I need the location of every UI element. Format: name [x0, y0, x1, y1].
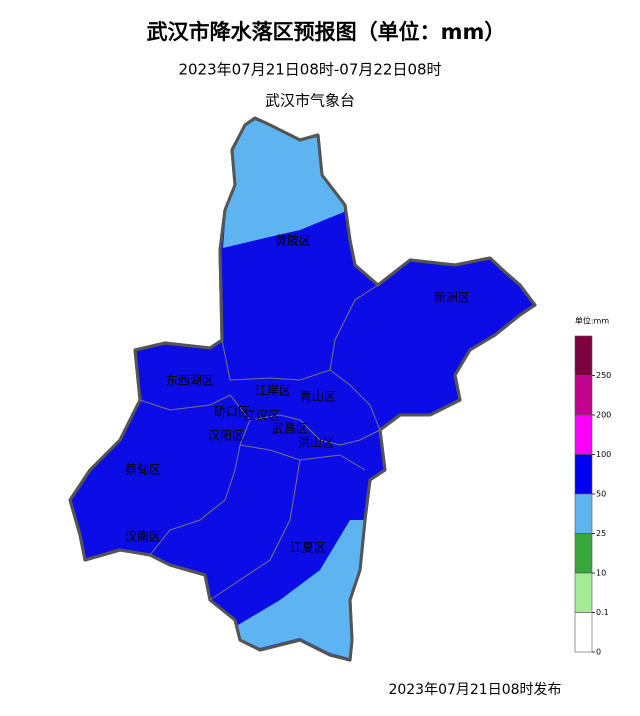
legend-swatch [574, 533, 593, 574]
legend-swatch [574, 454, 593, 495]
district-label: 青山区 [300, 390, 336, 404]
district-label: 洪山区 [298, 436, 334, 450]
legend-swatch [574, 493, 593, 534]
district-label: 蔡甸区 [125, 463, 161, 477]
district-label: 武昌区 [272, 422, 308, 436]
legend-tick-label: 0 [596, 648, 601, 657]
issuer: 武汉市气象台 [265, 92, 355, 110]
legend-tick-label: 200 [596, 411, 611, 420]
legend-tick-label: 10 [596, 569, 606, 578]
legend-tick-label: 50 [596, 490, 606, 499]
footer: 2023年07月21日08时发布 [388, 682, 561, 698]
district-label: 江岸区 [255, 384, 291, 398]
district-label: 东西湖区 [166, 373, 214, 388]
light-rain-southeast [238, 520, 364, 658]
legend-tick-label: 0.1 [596, 608, 609, 617]
district-label: 江夏区 [290, 541, 326, 555]
district-label: 汉阳区 [208, 429, 244, 443]
district-label: 硚口区 [214, 405, 250, 419]
map [68, 116, 537, 662]
district-label: 新洲区 [434, 290, 470, 305]
region-border [68, 116, 537, 662]
legend-swatch [574, 375, 593, 416]
legend-swatch [574, 612, 593, 653]
light-rain-north [223, 120, 344, 248]
district-label: 江汉区 [244, 409, 280, 423]
legend-swatch [574, 335, 593, 376]
district-label: 黄陂区 [275, 233, 311, 248]
district-borders [139, 284, 381, 601]
legend-swatch [574, 414, 593, 455]
district-label: 汉南区 [125, 529, 161, 544]
legend-unit: 单位:mm [575, 316, 609, 326]
period: 2023年07月21日08时-07月22日08时 [178, 61, 441, 79]
legend-tick-label: 250 [596, 371, 611, 380]
legend-tick-label: 25 [596, 529, 606, 538]
legend-tick-label: 100 [596, 450, 611, 459]
legend-swatch [574, 572, 593, 613]
title: 武汉市降水落区预报图（单位：mm） [147, 20, 506, 44]
